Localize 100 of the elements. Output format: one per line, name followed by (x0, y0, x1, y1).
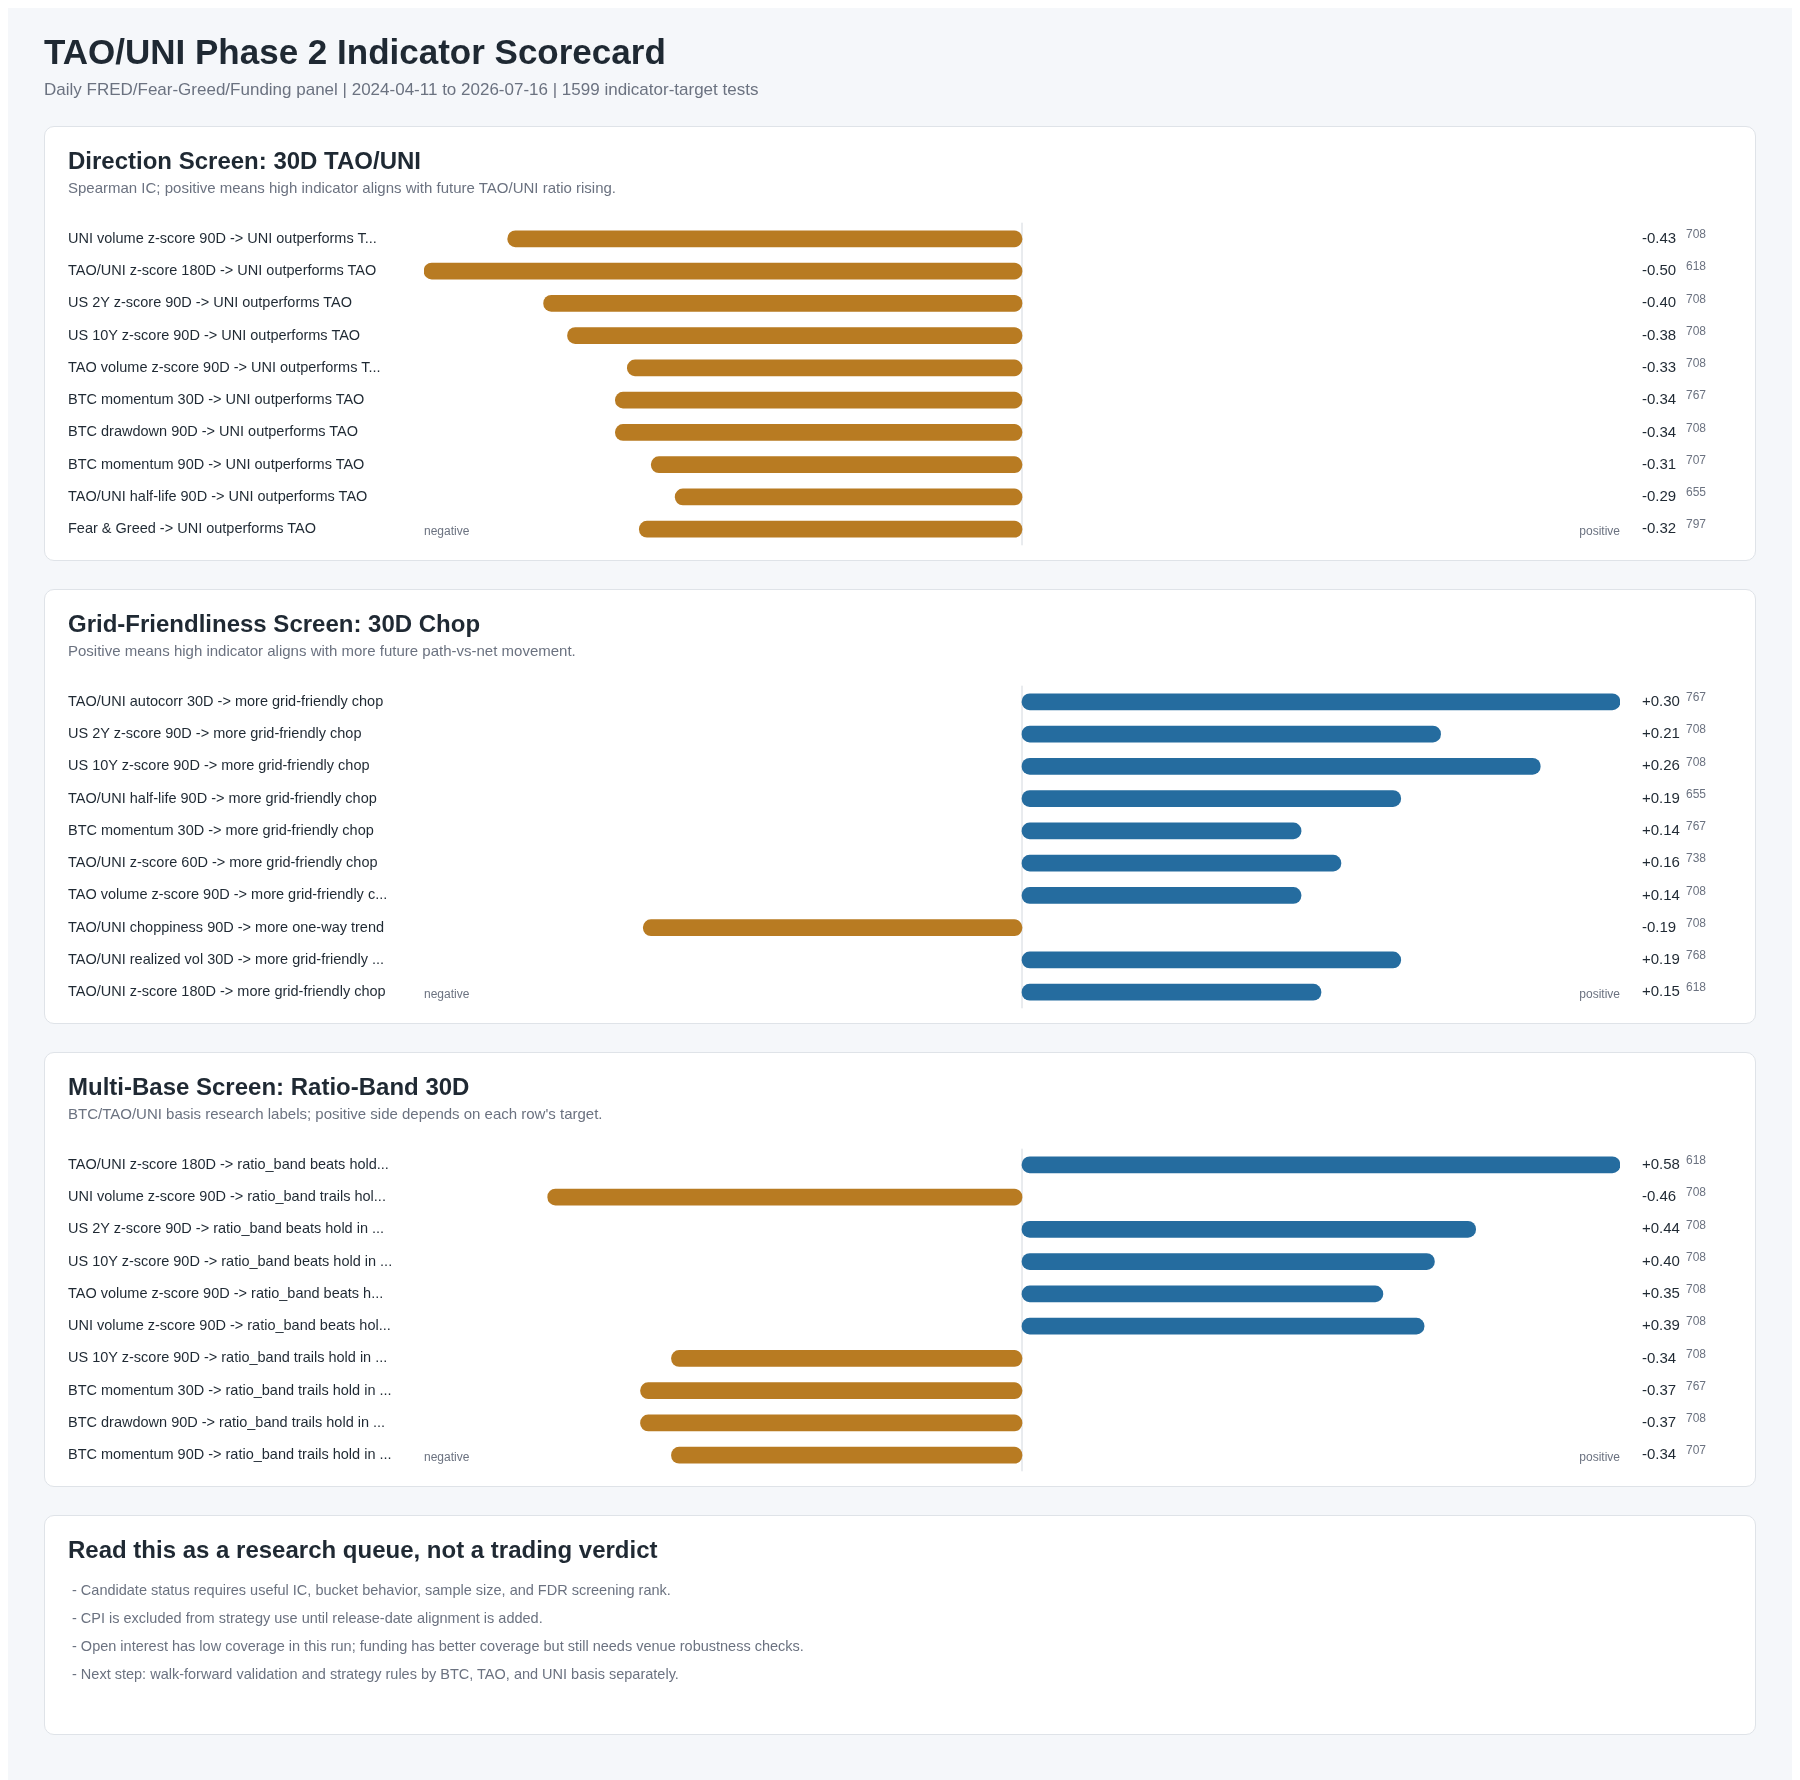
data-label: -0.34 (1642, 1445, 1677, 1463)
data-label: -0.19 (1642, 917, 1677, 935)
data-label: -0.46 (1642, 1187, 1677, 1205)
y-tick-label: TAO/UNI choppiness 90D -> more one-way trend (68, 918, 385, 935)
y-tick-label: BTC momentum 90D -> UNI outperforms TAO (68, 455, 365, 472)
text: 708 (1686, 1314, 1707, 1329)
text: 767 (1686, 690, 1707, 705)
chart-subtitle: Spearman IC; positive means high indicator aligns with future TAO/UNI ratio rising. (68, 179, 618, 196)
data-label: -0.34 (1642, 422, 1677, 440)
bar (1021, 854, 1342, 872)
text: negative (424, 986, 470, 1001)
y-tick-label: US 2Y z-score 90D -> UNI outperforms TAO (68, 294, 353, 311)
y-tick-label: TAO/UNI autocorr 30D -> more grid-friendly chop (68, 692, 384, 709)
annotation: positive (1579, 1449, 1621, 1464)
data-label: -0.43 (1642, 228, 1677, 246)
data-label: +0.21 (1642, 724, 1680, 742)
text: 618 (1686, 1153, 1707, 1168)
data-label: +0.14 (1642, 885, 1680, 903)
bar (642, 919, 1023, 936)
data-label: +0.44 (1642, 1219, 1680, 1237)
text: Positive means high indicator aligns with more future path-vs-net movement. (68, 642, 577, 659)
text: 708 (1686, 883, 1707, 898)
bar (1021, 1156, 1620, 1174)
data-label: +0.58 (1642, 1154, 1680, 1172)
y-tick-label: US 10Y z-score 90D -> ratio_band beats hold in ... (68, 1252, 393, 1269)
text: 768 (1686, 948, 1707, 963)
data-label: +0.39 (1642, 1316, 1680, 1334)
bar (1021, 790, 1402, 807)
chart-title: Direction Screen: 30D TAO/UNI (68, 147, 422, 175)
y-tick-label: BTC momentum 30D -> more grid-friendly chop (68, 821, 374, 838)
text: Daily FRED/Fear-Greed/Funding panel | 2024-04-11 to 2026-07-16 | 1599 indicator-target tests (44, 80, 760, 100)
y-tick-label: US 2Y z-score 90D -> ratio_band beats hold in ... (68, 1220, 385, 1237)
text: 655 (1686, 786, 1707, 801)
bar (1021, 983, 1322, 1001)
annotation: positive (1579, 986, 1621, 1001)
text: 738 (1686, 851, 1707, 866)
text: 618 (1686, 980, 1707, 995)
text: - Candidate status requires useful IC, bucket behavior, sample size, and FDR screening rank. (72, 1582, 672, 1598)
bar (1021, 693, 1620, 711)
text: BTC/TAO/UNI basis research labels; positive side depends on each row's target. (68, 1105, 604, 1122)
y-tick-label: TAO/UNI half-life 90D -> more grid-friendly chop (68, 789, 377, 806)
text: positive (1579, 523, 1621, 538)
text: 707 (1686, 452, 1707, 467)
bar (1021, 1221, 1476, 1238)
y-tick-label: UNI volume z-score 90D -> ratio_band beats hol... (68, 1317, 391, 1334)
y-tick-label: US 10Y z-score 90D -> ratio_band trails hold in ... (68, 1349, 388, 1366)
text: 708 (1686, 323, 1707, 338)
y-tick-label: TAO/UNI z-score 60D -> more grid-friendly chop (68, 854, 378, 871)
data-label: +0.26 (1642, 756, 1680, 774)
text: 708 (1686, 722, 1707, 737)
text: 708 (1686, 1217, 1707, 1232)
data-label: -0.37 (1642, 1380, 1677, 1398)
y-tick-label: UNI volume z-score 90D -> UNI outperforms T... (68, 229, 377, 246)
bar (1021, 887, 1302, 904)
y-tick-label: BTC drawdown 90D -> ratio_band trails hold in ... (68, 1413, 386, 1430)
text: 618 (1686, 259, 1707, 274)
text: Read this as a research queue, not a trading verdict (68, 1536, 659, 1564)
data-label: -0.34 (1642, 1348, 1677, 1366)
y-tick-label: TAO volume z-score 90D -> ratio_band beats h... (68, 1284, 384, 1301)
y-tick-label: BTC momentum 30D -> ratio_band trails hold in ... (68, 1381, 392, 1398)
text: Multi-Base Screen: Ratio-Band 30D (68, 1073, 471, 1101)
text: TAO/UNI Phase 2 Indicator Scorecard (44, 32, 667, 72)
data-label: +0.15 (1642, 982, 1680, 1000)
text: 708 (1686, 1185, 1707, 1200)
text: - CPI is excluded from strategy use until release-date alignment is added. (72, 1610, 544, 1626)
y-tick-label: TAO volume z-score 90D -> more grid-friendly c... (68, 886, 388, 903)
bar (640, 1414, 1023, 1432)
y-tick-label: US 10Y z-score 90D -> UNI outperforms TAO (68, 326, 361, 343)
text: 708 (1686, 1282, 1707, 1297)
y-tick-label: TAO/UNI realized vol 30D -> more grid-friendly ... (68, 950, 385, 967)
data-label: +0.14 (1642, 821, 1680, 839)
y-tick-label: US 10Y z-score 90D -> more grid-friendly chop (68, 757, 370, 774)
data-label: -0.33 (1642, 358, 1677, 376)
data-label: -0.34 (1642, 390, 1677, 408)
text: 708 (1686, 1411, 1707, 1426)
bar (671, 1446, 1023, 1464)
text: - Open interest has low coverage in this run; funding has better coverage but still needs venue robustness checks. (72, 1638, 805, 1654)
y-tick-label: BTC drawdown 90D -> UNI outperforms TAO (68, 423, 358, 440)
text: negative (424, 1449, 470, 1464)
y-tick-label: UNI volume z-score 90D -> ratio_band trails hol... (68, 1188, 386, 1205)
data-label: -0.50 (1642, 261, 1677, 279)
data-label: +0.19 (1642, 788, 1680, 806)
text: 708 (1686, 1346, 1707, 1361)
text: 767 (1686, 388, 1707, 403)
y-tick-label: Fear & Greed -> UNI outperforms TAO (68, 520, 317, 537)
annotation: negative (424, 523, 470, 538)
bar (1021, 1285, 1384, 1303)
data-label: +0.16 (1642, 853, 1680, 871)
data-label: -0.29 (1642, 487, 1677, 505)
text: 767 (1686, 819, 1707, 834)
text: 708 (1686, 420, 1707, 435)
data-label: -0.31 (1642, 454, 1677, 472)
data-label: -0.37 (1642, 1413, 1677, 1431)
bar (1021, 822, 1302, 840)
data-label: +0.35 (1642, 1284, 1680, 1302)
text: 707 (1686, 1443, 1707, 1458)
data-label: +0.19 (1642, 950, 1680, 968)
text: 708 (1686, 291, 1707, 306)
text: 655 (1686, 485, 1707, 500)
bar (1021, 758, 1541, 775)
